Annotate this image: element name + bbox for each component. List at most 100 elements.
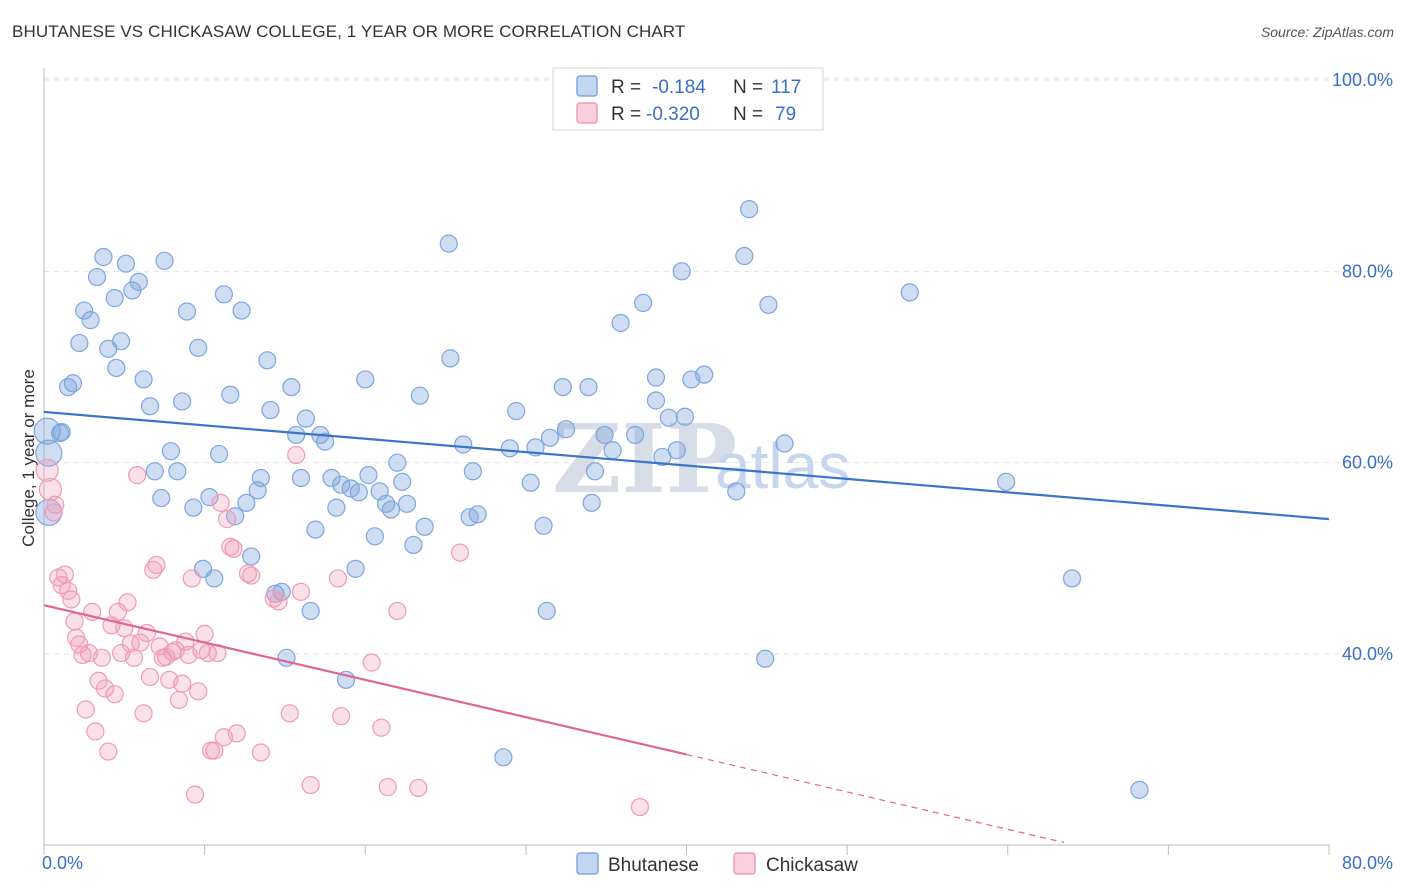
chickasaw-point-66 — [280, 704, 299, 723]
bhutanese-point-111 — [997, 472, 1016, 491]
chickasaw-point-1 — [38, 477, 63, 502]
bhutanese-point-85 — [553, 377, 572, 397]
bhutanese-point-28 — [200, 488, 219, 507]
legend-r-label-bhutanese: R = — [611, 77, 641, 98]
x-tick-label-min: 0.0% — [42, 853, 83, 873]
bhutanese-point-16 — [134, 370, 153, 389]
bhutanese-point-108 — [759, 295, 778, 314]
bhutanese-point-46 — [291, 468, 311, 488]
bhutanese-point-5 — [70, 333, 89, 353]
bhutanese-point-34 — [232, 301, 251, 320]
watermark-atlas: atlas — [715, 430, 850, 502]
chickasaw-point-69 — [301, 775, 320, 795]
legend-n-label-chickasaw: N = — [733, 104, 763, 125]
chickasaw-point-50 — [195, 624, 214, 644]
bhutanese-point-71 — [439, 234, 458, 253]
chickasaw-point-55 — [211, 493, 230, 512]
bhutanese-point-25 — [184, 498, 203, 517]
legend-r-label-chickasaw: R = — [611, 104, 641, 125]
bhutanese-point-104 — [727, 482, 746, 501]
chickasaw-point-61 — [238, 564, 258, 583]
legend-n-label-bhutanese: N = — [733, 77, 763, 98]
legend-r-value-chickasaw: -0.320 — [646, 104, 700, 125]
chickasaw-point-48 — [189, 682, 208, 701]
legend-box — [552, 67, 824, 131]
bhutanese-point-63 — [377, 494, 396, 513]
bhutanese-point-60 — [359, 466, 378, 485]
bhutanese-point-12 — [111, 332, 131, 351]
bhutanese-point-95 — [646, 391, 666, 410]
bhutanese-point-116 — [107, 358, 126, 378]
chickasaw-point-13 — [76, 700, 95, 719]
chickasaw-trend-line — [43, 604, 687, 756]
bhutanese-point-4 — [63, 374, 83, 393]
chickasaw-point-53 — [205, 741, 224, 760]
bhutanese-point-54 — [332, 475, 351, 494]
bhutanese-point-31 — [214, 285, 233, 304]
bhutanese-point-64 — [381, 500, 401, 519]
bottom-legend-swatch-chickasaw — [733, 852, 756, 875]
series-legend: Bhutanese Chickasaw — [576, 852, 858, 876]
bhutanese-point-113 — [1130, 780, 1149, 799]
chickasaw-point-57 — [218, 510, 237, 529]
bhutanese-point-65 — [388, 453, 407, 472]
bhutanese-points — [33, 200, 1149, 799]
chickasaw-point-2 — [44, 503, 63, 522]
legend-swatch-bhutanese — [576, 75, 598, 97]
bhutanese-point-73 — [454, 435, 473, 454]
bhutanese-point-112 — [1062, 569, 1082, 588]
bhutanese-point-78 — [500, 439, 519, 458]
watermark-zip: ZIP — [552, 404, 737, 515]
bhutanese-point-45 — [287, 425, 306, 445]
chickasaw-point-59 — [224, 539, 243, 558]
chickasaw-point-43 — [173, 674, 192, 693]
bhutanese-point-114 — [33, 417, 61, 445]
bhutanese-point-105 — [735, 246, 754, 266]
chickasaw-point-42 — [169, 690, 189, 710]
bhutanese-point-69 — [410, 386, 429, 405]
bhutanese-point-68 — [404, 535, 423, 555]
bhutanese-trend-line — [43, 410, 1330, 521]
chickasaw-point-18 — [92, 648, 111, 667]
bottom-legend-chickasaw: Chickasaw — [766, 855, 858, 876]
bhutanese-point-22 — [168, 462, 187, 481]
bhutanese-point-6 — [75, 301, 94, 320]
bottom-legend-bhutanese: Bhutanese — [608, 855, 699, 876]
bhutanese-point-36 — [242, 547, 261, 566]
bhutanese-point-39 — [258, 351, 277, 370]
bhutanese-point-103 — [695, 365, 714, 384]
legend-n-value-chickasaw: 79 — [775, 104, 796, 125]
chickasaw-point-29 — [128, 466, 147, 485]
bhutanese-point-92 — [611, 313, 630, 333]
bhutanese-point-88 — [582, 493, 601, 512]
legend-swatch-chickasaw — [576, 102, 598, 124]
chickasaw-point-16 — [86, 722, 105, 741]
bhutanese-point-70 — [415, 517, 434, 536]
legend-n-value-bhutanese: 117 — [771, 77, 801, 98]
bhutanese-point-79 — [507, 401, 526, 421]
bhutanese-point-24 — [177, 302, 197, 321]
bhutanese-point-107 — [756, 649, 775, 668]
chickasaw-point-63 — [251, 743, 270, 762]
chickasaw-point-72 — [362, 653, 381, 672]
bhutanese-point-94 — [634, 293, 653, 313]
bhutanese-point-77 — [494, 748, 513, 767]
bhutanese-point-75 — [463, 462, 482, 481]
chickasaw-point-22 — [105, 685, 124, 704]
correlation-legend: R = -0.184 N = 117 R = -0.320 N = 79 — [552, 67, 824, 131]
y-tick-label-60: 60.0% — [1342, 453, 1393, 473]
bhutanese-point-40 — [261, 400, 280, 420]
chickasaw-point-60 — [227, 724, 246, 743]
chickasaw-point-28 — [124, 648, 144, 667]
bhutanese-point-17 — [140, 397, 160, 416]
bhutanese-point-76 — [468, 505, 487, 524]
chickasaw-point-27 — [121, 634, 140, 653]
chickasaw-point-9 — [65, 612, 84, 631]
bhutanese-point-18 — [145, 462, 164, 481]
chickasaw-point-64 — [264, 589, 283, 608]
y-axis-label: College, 1 year or more — [19, 369, 38, 547]
chickasaw-point-35 — [147, 555, 166, 575]
bhutanese-point-109 — [775, 434, 794, 453]
chickasaw-point-8 — [62, 590, 81, 609]
